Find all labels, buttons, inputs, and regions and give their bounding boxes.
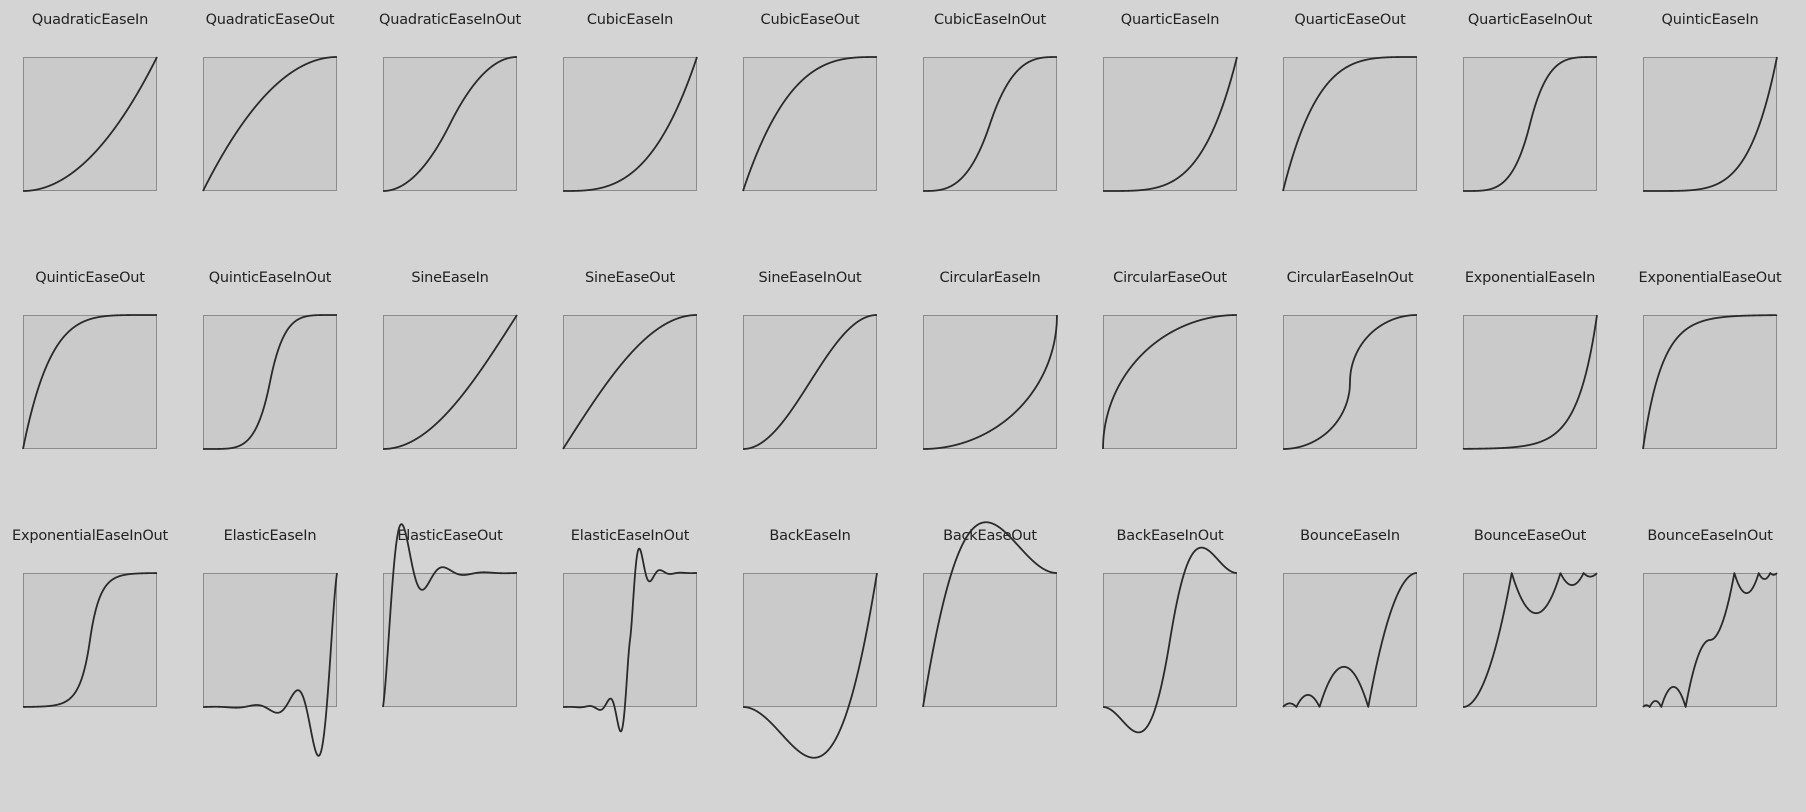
plot-box-quadratic-ease-in — [23, 57, 157, 191]
curve-title-quadratic-ease-out: QuadraticEaseOut — [205, 12, 335, 28]
plot-box-cubic-ease-out — [743, 57, 877, 191]
curve-title-sine-ease-out: SineEaseOut — [585, 270, 675, 286]
curve-title-quartic-ease-in-out: QuarticEaseInOut — [1467, 12, 1593, 28]
curve-title-back-ease-in: BackEaseIn — [769, 528, 851, 544]
plot-box-circular-ease-out — [1103, 315, 1237, 449]
curve-title-cubic-ease-in-out: CubicEaseInOut — [934, 12, 1046, 28]
plot-box-sine-ease-in — [383, 315, 517, 449]
plot-box-exponential-ease-in — [1463, 315, 1597, 449]
curve-title-circular-ease-in: CircularEaseIn — [939, 270, 1041, 286]
plot-box-cubic-ease-in-out — [923, 57, 1057, 191]
curve-title-quintic-ease-out: QuinticEaseOut — [35, 270, 145, 286]
curve-title-cubic-ease-out: CubicEaseOut — [760, 12, 860, 28]
plot-box-quadratic-ease-out — [203, 57, 337, 191]
curve-title-bounce-ease-out: BounceEaseOut — [1473, 528, 1587, 544]
curve-title-elastic-ease-in-out: ElasticEaseInOut — [570, 528, 690, 544]
curve-title-quadratic-ease-in: QuadraticEaseIn — [31, 12, 149, 28]
plot-box-quintic-ease-in-out — [203, 315, 337, 449]
plot-box-elastic-ease-out — [383, 573, 517, 707]
plot-box-cubic-ease-in — [563, 57, 697, 191]
plot-box-quintic-ease-out — [23, 315, 157, 449]
plot-box-exponential-ease-in-out — [23, 573, 157, 707]
plot-box-elastic-ease-in — [203, 573, 337, 707]
curve-title-quintic-ease-in: QuinticEaseIn — [1661, 12, 1759, 28]
plot-box-quadratic-ease-in-out — [383, 57, 517, 191]
plot-box-elastic-ease-in-out — [563, 573, 697, 707]
plot-box-bounce-ease-out — [1463, 573, 1597, 707]
curve-title-sine-ease-in-out: SineEaseInOut — [758, 270, 862, 286]
plot-box-sine-ease-in-out — [743, 315, 877, 449]
curve-title-elastic-ease-out: ElasticEaseOut — [397, 528, 503, 544]
curve-title-cubic-ease-in: CubicEaseIn — [586, 12, 674, 28]
curve-title-elastic-ease-in: ElasticEaseIn — [223, 528, 317, 544]
curve-title-quintic-ease-in-out: QuinticEaseInOut — [208, 270, 332, 286]
curve-title-exponential-ease-out: ExponentialEaseOut — [1638, 270, 1782, 286]
plot-box-back-ease-in-out — [1103, 573, 1237, 707]
curve-title-exponential-ease-in: ExponentialEaseIn — [1464, 270, 1596, 286]
plot-box-quartic-ease-in — [1103, 57, 1237, 191]
plot-box-quintic-ease-in — [1643, 57, 1777, 191]
curve-title-exponential-ease-in-out: ExponentialEaseInOut — [11, 528, 169, 544]
curve-title-bounce-ease-in-out: BounceEaseInOut — [1647, 528, 1773, 544]
curve-title-back-ease-out: BackEaseOut — [943, 528, 1037, 544]
plot-box-back-ease-in — [743, 573, 877, 707]
plot-box-quartic-ease-in-out — [1463, 57, 1597, 191]
curve-title-circular-ease-in-out: CircularEaseInOut — [1286, 270, 1414, 286]
curve-title-quartic-ease-in: QuarticEaseIn — [1120, 12, 1220, 28]
curve-title-bounce-ease-in: BounceEaseIn — [1300, 528, 1400, 544]
plot-box-circular-ease-in-out — [1283, 315, 1417, 449]
plot-box-back-ease-out — [923, 573, 1057, 707]
curve-title-back-ease-in-out: BackEaseInOut — [1116, 528, 1224, 544]
curve-title-circular-ease-out: CircularEaseOut — [1113, 270, 1227, 286]
curve-title-quadratic-ease-in-out: QuadraticEaseInOut — [379, 12, 521, 28]
plot-box-sine-ease-out — [563, 315, 697, 449]
plot-box-circular-ease-in — [923, 315, 1057, 449]
plot-box-bounce-ease-in — [1283, 573, 1417, 707]
plot-box-exponential-ease-out — [1643, 315, 1777, 449]
curve-title-sine-ease-in: SineEaseIn — [411, 270, 489, 286]
curve-title-quartic-ease-out: QuarticEaseOut — [1294, 12, 1406, 28]
plot-box-bounce-ease-in-out — [1643, 573, 1777, 707]
plot-box-quartic-ease-out — [1283, 57, 1417, 191]
